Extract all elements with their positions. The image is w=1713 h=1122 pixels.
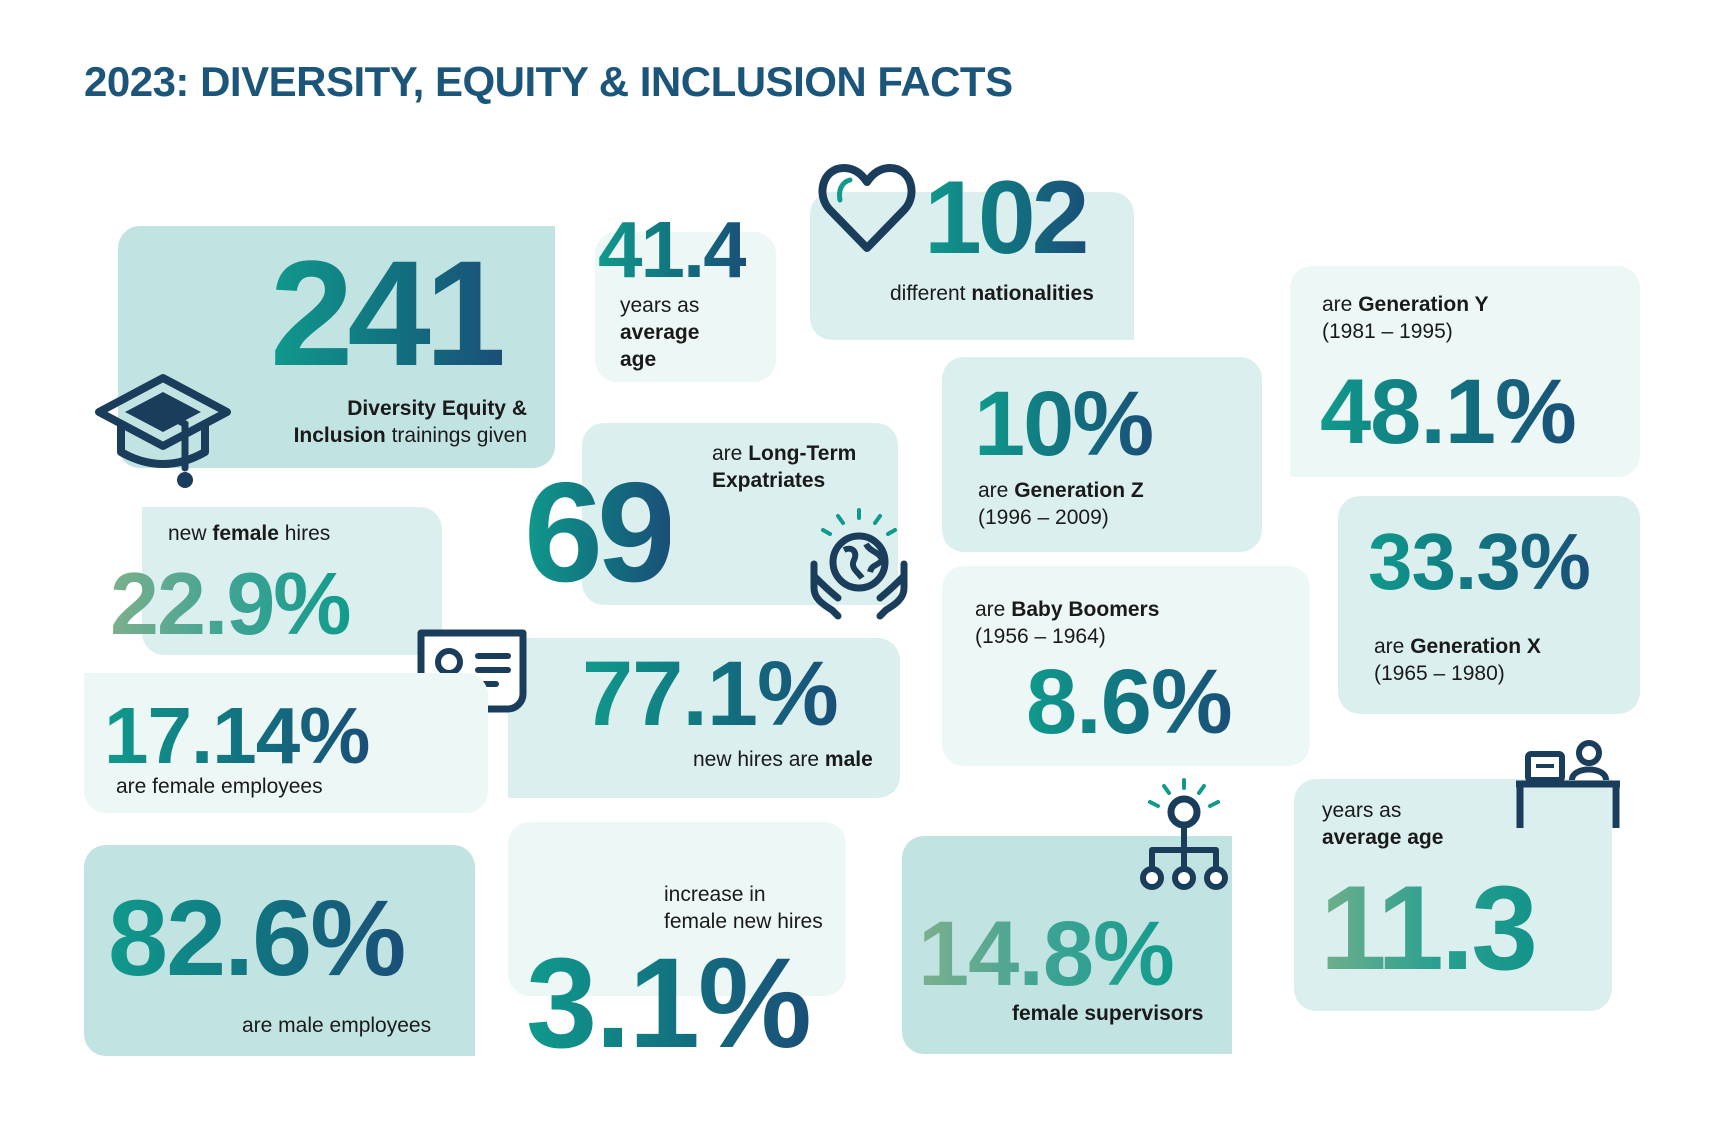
generation-y-card bbox=[1290, 266, 1640, 477]
person-at-desk-icon bbox=[1514, 740, 1624, 832]
generation-y-years: (1981 – 1995) bbox=[1322, 320, 1453, 343]
tenure-line2: average age bbox=[1322, 826, 1444, 849]
baby-boomers-value: 8.6% bbox=[1026, 651, 1233, 753]
female-hires-label: new female hires bbox=[168, 520, 330, 547]
generation-z-years: (1996 – 2009) bbox=[978, 506, 1109, 529]
nationalities-value: 102 bbox=[924, 160, 1090, 276]
female-hires-post: hires bbox=[278, 522, 331, 545]
generation-z-name: Generation Z bbox=[1014, 479, 1144, 502]
male-hires-text-bold: male bbox=[824, 748, 873, 771]
female-hires-pre: new bbox=[168, 522, 213, 545]
baby-boomers-card bbox=[942, 566, 1310, 766]
male-employees-card bbox=[84, 845, 475, 1056]
baby-boomers-name: Baby Boomers bbox=[1011, 598, 1160, 621]
generation-y-name: Generation Y bbox=[1358, 293, 1489, 316]
nationalities-label: different nationalities bbox=[890, 280, 1094, 307]
average-age-label: years as average age bbox=[620, 292, 699, 373]
average-age-line2: average bbox=[620, 321, 700, 344]
male-hires-label: new hires are male bbox=[693, 746, 873, 773]
generation-x-value: 33.3% bbox=[1368, 517, 1591, 606]
nationalities-text-bold: nationalities bbox=[971, 282, 1094, 305]
expatriates-label-line1: Long-Term bbox=[748, 442, 857, 465]
heart-icon bbox=[818, 160, 916, 256]
female-employees-value: 17.14% bbox=[104, 691, 370, 780]
graduation-cap-icon bbox=[93, 372, 233, 490]
generation-z-pre: are bbox=[978, 479, 1015, 502]
tenure-line1: years as bbox=[1322, 799, 1402, 822]
female-hires-card bbox=[142, 507, 442, 655]
generation-x-card bbox=[1338, 496, 1640, 714]
org-chart-icon bbox=[1134, 776, 1234, 894]
female-hires-increase-line1: increase in bbox=[664, 883, 766, 906]
tenure-label: years as average age bbox=[1322, 797, 1443, 851]
generation-x-years: (1965 – 1980) bbox=[1374, 662, 1505, 685]
trainings-label: Diversity Equity & Inclusion trainings g… bbox=[294, 395, 527, 449]
male-hires-value: 77.1% bbox=[582, 643, 839, 745]
male-employees-value: 82.6% bbox=[108, 877, 406, 998]
expatriates-label: are Long-Term Expatriates bbox=[712, 440, 856, 494]
generation-x-label: are Generation X (1965 – 1980) bbox=[1374, 633, 1541, 687]
generation-x-pre: are bbox=[1374, 635, 1411, 658]
trainings-label-line1: Diversity Equity & bbox=[347, 397, 527, 420]
expatriates-label-line2: Expatriates bbox=[712, 469, 826, 492]
female-supervisors-value: 14.8% bbox=[918, 903, 1175, 1005]
female-employees-card bbox=[84, 673, 488, 813]
female-hires-increase-line2: female new hires bbox=[664, 910, 823, 933]
generation-x-name: Generation X bbox=[1410, 635, 1541, 658]
baby-boomers-label: are Baby Boomers (1956 – 1964) bbox=[975, 596, 1159, 650]
female-hires-bold: female bbox=[212, 522, 279, 545]
average-age-value: 41.4 bbox=[598, 205, 748, 294]
generation-y-pre: are bbox=[1322, 293, 1359, 316]
expatriates-pre: are bbox=[712, 442, 749, 465]
female-supervisors-text: female supervisors bbox=[1012, 1002, 1204, 1025]
generation-z-card bbox=[942, 357, 1262, 552]
average-age-line1: years as bbox=[620, 294, 700, 317]
expatriates-card bbox=[582, 423, 898, 605]
nationalities-card bbox=[810, 192, 1134, 340]
female-employees-label: are female employees bbox=[116, 775, 323, 798]
globe-in-hands-icon bbox=[808, 506, 910, 620]
average-age-line3: age bbox=[620, 348, 657, 371]
page-title: 2023: DIVERSITY, EQUITY & INCLUSION FACT… bbox=[84, 58, 1013, 105]
female-supervisors-label: female supervisors bbox=[1012, 1000, 1203, 1027]
trainings-label-line2-bold: Inclusion bbox=[293, 424, 386, 447]
female-hires-increase-label: increase in female new hires bbox=[664, 881, 823, 935]
baby-boomers-years: (1956 – 1964) bbox=[975, 625, 1106, 648]
male-hires-text: new hires are bbox=[693, 748, 825, 771]
female-hires-value: 22.9% bbox=[110, 554, 352, 653]
male-hires-card bbox=[508, 638, 900, 798]
nationalities-text: different bbox=[890, 282, 972, 305]
tenure-card bbox=[1294, 779, 1612, 1011]
trainings-value: 241 bbox=[270, 229, 508, 397]
female-hires-increase-value: 3.1% bbox=[526, 932, 812, 1075]
trainings-label-line2: trainings given bbox=[385, 424, 527, 447]
generation-y-label: are Generation Y (1981 – 1995) bbox=[1322, 291, 1489, 345]
female-hires-increase-card bbox=[508, 822, 846, 996]
generation-y-value: 48.1% bbox=[1320, 361, 1577, 463]
tenure-value: 11.3 bbox=[1320, 861, 1538, 995]
expatriates-value: 69 bbox=[524, 453, 676, 612]
average-age-card bbox=[595, 232, 776, 382]
generation-z-value: 10% bbox=[974, 373, 1154, 475]
baby-boomers-pre: are bbox=[975, 598, 1012, 621]
generation-z-label: are Generation Z (1996 – 2009) bbox=[978, 477, 1144, 531]
male-employees-label: are male employees bbox=[242, 1014, 432, 1037]
